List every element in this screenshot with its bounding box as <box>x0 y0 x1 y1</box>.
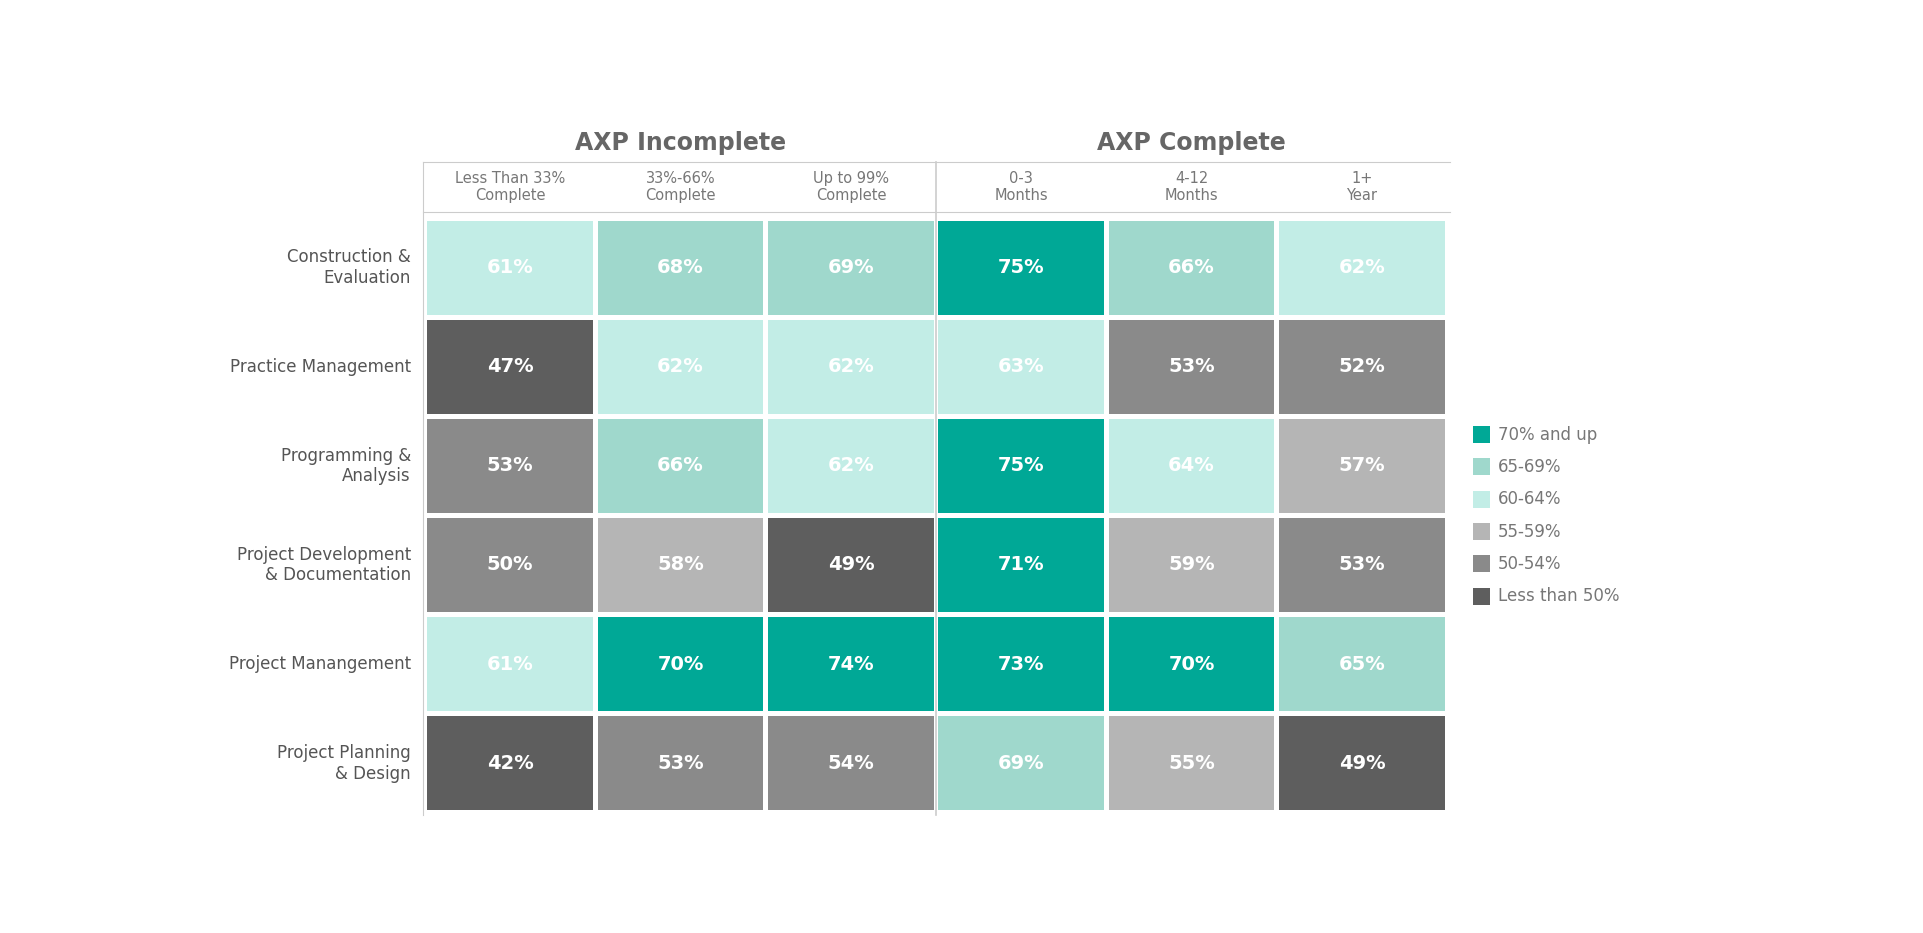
Bar <box>1471 458 1488 476</box>
Bar <box>1108 419 1273 513</box>
Text: 4-12
Months: 4-12 Months <box>1163 171 1217 203</box>
Text: 74%: 74% <box>827 655 873 674</box>
Text: 53%: 53% <box>1167 357 1213 376</box>
Bar <box>1471 523 1488 540</box>
Bar <box>1279 518 1444 612</box>
Text: 33%-66%
Complete: 33%-66% Complete <box>644 171 715 203</box>
Text: 75%: 75% <box>998 258 1044 277</box>
Text: 42%: 42% <box>487 754 533 773</box>
Bar <box>1108 320 1273 414</box>
Bar <box>598 716 763 811</box>
Bar <box>598 220 763 315</box>
Text: 68%: 68% <box>658 258 704 277</box>
Bar <box>427 716 592 811</box>
Text: 66%: 66% <box>1167 258 1213 277</box>
Bar <box>1108 716 1273 811</box>
Text: 64%: 64% <box>1167 456 1213 476</box>
Text: 58%: 58% <box>658 555 704 575</box>
Text: 53%: 53% <box>1338 555 1385 575</box>
Bar <box>938 320 1104 414</box>
Bar <box>767 320 933 414</box>
Text: 60-64%: 60-64% <box>1496 490 1560 508</box>
Bar <box>938 518 1104 612</box>
Text: 54%: 54% <box>827 754 873 773</box>
Text: 53%: 53% <box>658 754 704 773</box>
Bar <box>427 518 592 612</box>
Bar <box>598 320 763 414</box>
Text: Project Development
& Documentation: Project Development & Documentation <box>237 546 412 584</box>
Bar <box>1279 220 1444 315</box>
Text: 49%: 49% <box>1338 754 1385 773</box>
Text: 70% and up: 70% and up <box>1496 425 1596 443</box>
Text: 62%: 62% <box>827 357 873 376</box>
Text: 70%: 70% <box>1167 655 1213 674</box>
Text: 69%: 69% <box>998 754 1044 773</box>
Text: 50%: 50% <box>487 555 533 575</box>
Text: AXP Complete: AXP Complete <box>1096 131 1285 155</box>
Text: Practice Management: Practice Management <box>229 358 412 376</box>
Bar <box>1108 617 1273 711</box>
Text: Programming &
Analysis: Programming & Analysis <box>281 447 412 485</box>
Text: 47%: 47% <box>487 357 533 376</box>
Bar <box>1279 419 1444 513</box>
Text: 59%: 59% <box>1167 555 1213 575</box>
Text: 66%: 66% <box>658 456 704 476</box>
Text: 65%: 65% <box>1338 655 1385 674</box>
Text: AXP Incomplete: AXP Incomplete <box>575 131 787 155</box>
Bar <box>767 716 933 811</box>
Bar <box>427 320 592 414</box>
Text: 62%: 62% <box>658 357 704 376</box>
Text: 62%: 62% <box>827 456 873 476</box>
Bar <box>1279 617 1444 711</box>
Text: 65-69%: 65-69% <box>1496 458 1560 476</box>
Bar <box>1471 555 1488 573</box>
Bar <box>427 220 592 315</box>
Bar <box>427 617 592 711</box>
Text: 69%: 69% <box>827 258 873 277</box>
Text: 61%: 61% <box>487 258 533 277</box>
Bar <box>767 220 933 315</box>
Bar <box>1471 426 1488 443</box>
Bar <box>1279 320 1444 414</box>
Bar <box>767 617 933 711</box>
Bar <box>767 518 933 612</box>
Text: 70%: 70% <box>658 655 704 674</box>
Bar <box>598 617 763 711</box>
Text: 53%: 53% <box>487 456 533 476</box>
Text: 63%: 63% <box>998 357 1044 376</box>
Text: 1+
Year: 1+ Year <box>1346 171 1377 203</box>
Text: Up to 99%
Complete: Up to 99% Complete <box>812 171 888 203</box>
Text: Less Than 33%
Complete: Less Than 33% Complete <box>454 171 565 203</box>
Text: Construction &
Evaluation: Construction & Evaluation <box>287 248 412 287</box>
Text: 55-59%: 55-59% <box>1496 522 1560 540</box>
Text: Less than 50%: Less than 50% <box>1496 587 1619 606</box>
Bar <box>598 518 763 612</box>
Bar <box>598 419 763 513</box>
Text: 55%: 55% <box>1167 754 1213 773</box>
Bar <box>938 716 1104 811</box>
Text: 57%: 57% <box>1338 456 1385 476</box>
Bar <box>1471 491 1488 508</box>
Text: 71%: 71% <box>998 555 1044 575</box>
Bar <box>1108 220 1273 315</box>
Bar <box>938 220 1104 315</box>
Text: 62%: 62% <box>1338 258 1385 277</box>
Text: 50-54%: 50-54% <box>1496 555 1560 573</box>
Text: 0-3
Months: 0-3 Months <box>994 171 1048 203</box>
Text: 52%: 52% <box>1338 357 1385 376</box>
Bar <box>938 617 1104 711</box>
Text: Project Manangement: Project Manangement <box>229 655 412 673</box>
Bar <box>938 419 1104 513</box>
Bar <box>1279 716 1444 811</box>
Bar <box>1108 518 1273 612</box>
Text: 75%: 75% <box>998 456 1044 476</box>
Text: 49%: 49% <box>827 555 873 575</box>
Bar <box>1471 588 1488 605</box>
Text: 73%: 73% <box>998 655 1044 674</box>
Text: Project Planning
& Design: Project Planning & Design <box>277 744 412 783</box>
Text: 61%: 61% <box>487 655 533 674</box>
Bar <box>767 419 933 513</box>
Bar <box>427 419 592 513</box>
